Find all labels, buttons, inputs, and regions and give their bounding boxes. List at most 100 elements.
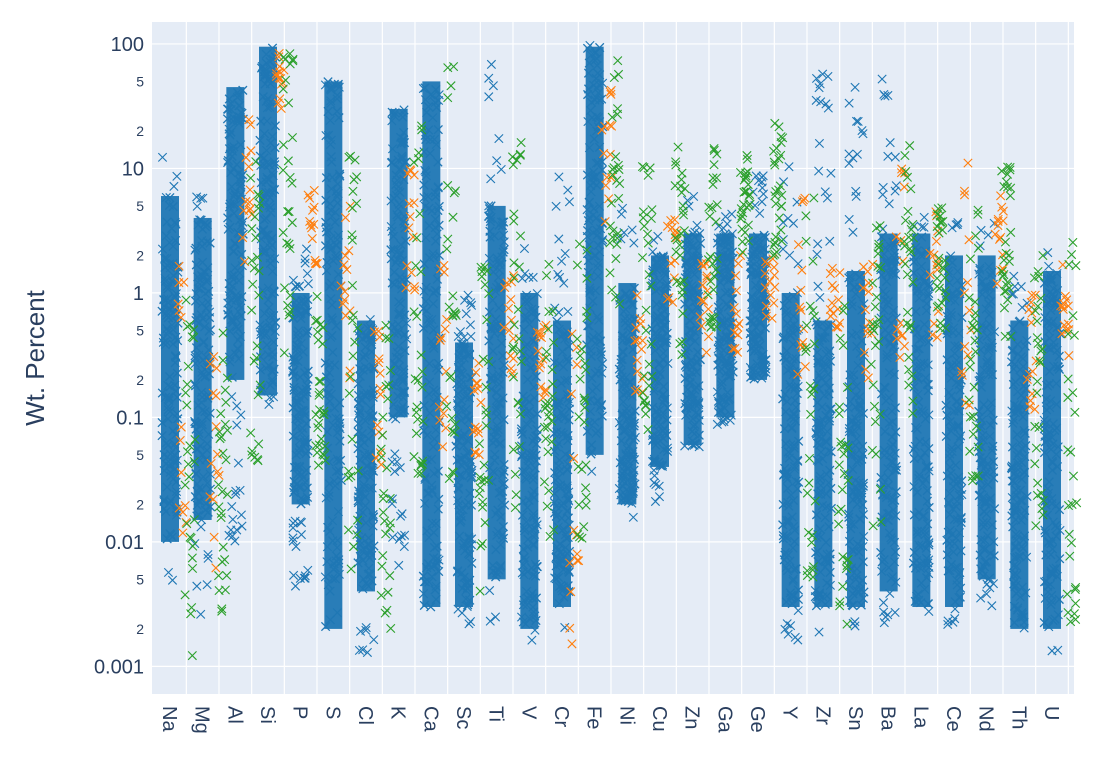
point-Al-t23 — [227, 531, 238, 541]
x-tick-label-S: S — [321, 706, 343, 719]
x-tick-label-Fe: Fe — [583, 706, 605, 729]
point-Mg-t38 — [202, 478, 212, 488]
point-Mg-b41 — [197, 235, 207, 246]
point-Mg-b11 — [199, 322, 210, 332]
point-Al-b83 — [234, 91, 244, 101]
point-Na-t19 — [163, 401, 173, 412]
x-tick-label-Si: Si — [256, 706, 278, 724]
point-Al-t28 — [232, 322, 242, 332]
point-Na-t28 — [169, 181, 179, 191]
point-Al-b6 — [236, 140, 246, 150]
point-Mg-b89 — [205, 238, 215, 248]
point-Al-t37 — [223, 298, 233, 308]
point-Mg-t22 — [190, 358, 200, 368]
point-Mg-t23 — [192, 201, 202, 211]
point-Na-b57 — [162, 534, 172, 544]
y-minor-label-1: 5 — [136, 571, 144, 587]
point-Mg-t5 — [203, 549, 213, 560]
point-Na-b83 — [163, 294, 173, 304]
point-Mg-t10 — [196, 515, 207, 525]
point-Mg-b55 — [191, 260, 202, 270]
point-Al-b13 — [236, 311, 246, 321]
point-Mg-t2 — [197, 484, 207, 494]
x-tick-label-Ce: Ce — [942, 706, 964, 732]
point-Mg-t4 — [191, 492, 201, 502]
point-Si-b21 — [264, 303, 274, 313]
point-Na-b40 — [172, 368, 182, 378]
point-Mg-t39 — [195, 215, 205, 225]
point-Mg-b56 — [204, 369, 214, 379]
point-Na-b76 — [164, 372, 175, 382]
x-tick-label-P: P — [289, 706, 311, 719]
point-Na-t18 — [157, 152, 168, 162]
point-Si-b33 — [270, 121, 280, 131]
point-Al-b89 — [222, 114, 233, 124]
point-Al-t4 — [236, 410, 246, 420]
point-Na-t7 — [165, 529, 175, 539]
y-minor-label-0: 2 — [136, 621, 144, 637]
point-Al-b34 — [233, 324, 243, 334]
point-Na-t30 — [170, 458, 180, 468]
point-Na-b81 — [159, 495, 169, 505]
point-Na-t15 — [161, 192, 171, 203]
point-Na-b80 — [159, 503, 169, 514]
point-Na-t27 — [158, 337, 168, 347]
point-Al-t5 — [231, 486, 241, 496]
point-Mg-t26 — [197, 450, 207, 460]
point-Mg-b15 — [205, 502, 216, 512]
point-Al-b58 — [231, 349, 241, 359]
y-minor-label-5: 5 — [136, 322, 144, 338]
point-Si-b46 — [257, 383, 267, 393]
x-tick-label-Na: Na — [158, 706, 180, 732]
point-Al-t22 — [236, 510, 246, 520]
point-Na-b46 — [170, 439, 180, 449]
point-Mg-b58 — [196, 310, 206, 320]
x-tick-label-Ge: Ge — [746, 706, 768, 733]
point-Mg-b71 — [193, 496, 203, 506]
point-Al-t19 — [231, 489, 241, 499]
point-Mg-t29 — [190, 245, 200, 255]
point-Na-b54 — [171, 430, 181, 440]
point-Na-t14 — [163, 313, 174, 323]
point-Mg-t17 — [194, 350, 204, 360]
point-Mg-t30 — [190, 351, 200, 361]
point-Mg-b6 — [190, 458, 200, 469]
point-Mg-b31 — [203, 297, 213, 307]
point-Mg-t9 — [196, 193, 206, 203]
x-tick-label-Sc: Sc — [452, 706, 474, 729]
x-tick-label-K: K — [387, 706, 409, 720]
point-Na-b73 — [168, 201, 178, 212]
point-Mg-t8 — [193, 220, 203, 230]
point-Na-t24 — [171, 289, 181, 299]
point-Na-b9 — [170, 235, 181, 246]
y-minor-label-8: 2 — [136, 123, 144, 139]
x-tick-label-Ba: Ba — [877, 706, 899, 731]
point-Al-b54 — [235, 300, 245, 310]
point-Mg-t35 — [204, 429, 214, 439]
x-tick-label-Zr: Zr — [811, 706, 833, 725]
x-axis-ticks: Na Mg Al Si P S Cl K Ca Sc Ti V Cr Fe Ni Cu Zn Ga Ge Y Zr Sn B… — [158, 706, 1062, 734]
x-tick-label-Ca: Ca — [419, 706, 441, 732]
point-Mg-b39 — [196, 215, 206, 225]
point-Na-b45 — [168, 258, 178, 269]
x-tick-label-Sn: Sn — [844, 706, 866, 730]
point-Mg-b45 — [190, 296, 201, 306]
point-Al-t9 — [226, 315, 237, 325]
x-tick-label-Cu: Cu — [648, 706, 670, 732]
point-Mg-b24 — [194, 428, 204, 438]
point-Mg-t33 — [205, 469, 215, 479]
point-Al-t15 — [232, 401, 242, 411]
x-tick-label-U: U — [1040, 706, 1062, 720]
series-blue — [157, 40, 1065, 658]
point-Al-t1 — [223, 310, 233, 320]
point-Na-t39 — [170, 217, 180, 227]
point-Al-b2 — [223, 213, 233, 223]
x-tick-label-V: V — [517, 706, 539, 720]
point-Mg-b3 — [197, 370, 208, 381]
point-Mg-b81 — [197, 405, 207, 416]
point-Mg-b72 — [202, 237, 212, 247]
point-Na-t11 — [164, 393, 174, 403]
point-Na-t17 — [172, 409, 182, 419]
point-Mg-b47 — [203, 390, 214, 400]
